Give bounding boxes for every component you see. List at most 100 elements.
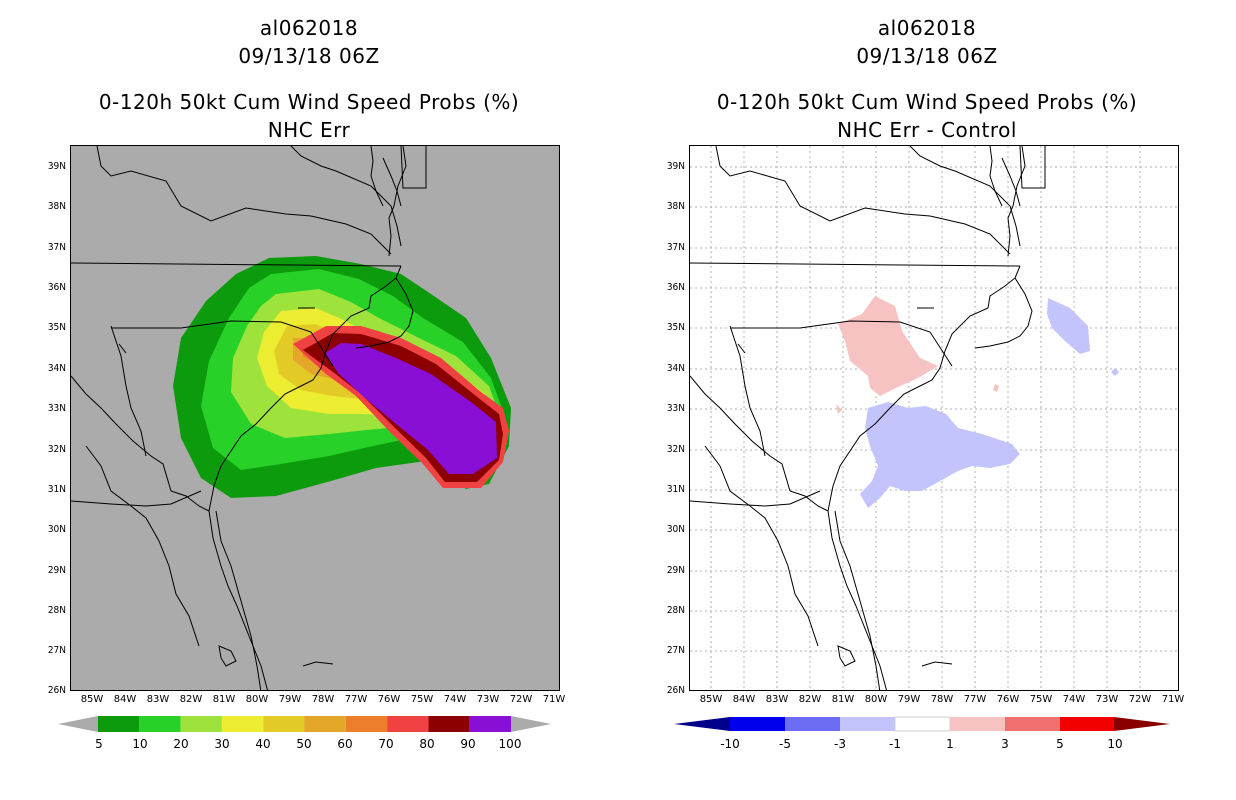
panel-subtitle: NHC Err - Control [837, 118, 1017, 142]
positive-region [836, 404, 842, 414]
lat-label: 28N [47, 605, 66, 616]
lat-label: 35N [47, 322, 66, 333]
lat-label: 39N [666, 161, 685, 172]
lon-label: 83W [765, 694, 789, 705]
lon-label: 81W [212, 694, 236, 705]
colorbar-label: 10 [132, 737, 148, 751]
colorbar-cell [428, 716, 470, 732]
lat-label: 38N [666, 201, 685, 212]
lat-label: 32N [666, 444, 685, 455]
colorbar-cell [263, 716, 305, 732]
colorbar-label: 100 [498, 737, 522, 751]
coastlines [71, 146, 427, 690]
lat-label: 33N [47, 403, 66, 414]
colorbar-label: 40 [255, 737, 271, 751]
colorbar-cell [1005, 717, 1060, 731]
colorbar-label: 3 [1001, 737, 1009, 751]
lat-label: 34N [47, 363, 66, 374]
lat-label: 28N [666, 605, 685, 616]
positive-region [838, 296, 938, 396]
colorbar-cell [345, 716, 388, 732]
lon-label: 77W [963, 694, 987, 705]
colorbar [674, 716, 1170, 732]
left-panel: al062018 09/13/18 06Z 0-120h 50kt Cum Wi… [47, 16, 566, 751]
lat-label: 27N [47, 645, 66, 656]
colorbar-cell [1060, 717, 1115, 731]
colorbar-label: 10 [1107, 737, 1123, 751]
lon-label: 85W [80, 694, 104, 705]
lon-label: 76W [377, 694, 401, 705]
lat-label: 37N [666, 242, 685, 253]
colorbar-cell [894, 716, 951, 732]
lat-label: 29N [666, 565, 685, 576]
lon-label: 81W [831, 694, 855, 705]
difference-contours [836, 296, 1119, 508]
lat-label: 39N [47, 161, 66, 172]
lat-lon-grid [690, 146, 1178, 690]
lon-label: 85W [699, 694, 723, 705]
lon-label: 84W [113, 694, 137, 705]
lat-label: 31N [47, 484, 66, 495]
negative-region [1111, 368, 1119, 376]
lat-label: 26N [47, 685, 66, 696]
colorbar-cell [98, 716, 140, 732]
lon-label: 71W [1161, 694, 1185, 705]
colorbar-label: 50 [296, 737, 312, 751]
lon-label: 75W [1029, 694, 1053, 705]
colorbar-label: 20 [173, 737, 189, 751]
lat-label: 37N [47, 242, 66, 253]
lon-label: 79W [897, 694, 921, 705]
lat-label: 30N [47, 524, 66, 535]
lat-label: 36N [666, 282, 685, 293]
colorbar-cell [221, 716, 264, 732]
negative-region [860, 402, 1020, 508]
lon-label: 71W [542, 694, 566, 705]
difference-map [689, 145, 1179, 691]
lat-label: 26N [666, 685, 685, 696]
colorbar-over [1114, 717, 1170, 731]
colorbar-label: 1 [946, 737, 954, 751]
lat-label: 38N [47, 201, 66, 212]
panel-subtitle: NHC Err [267, 118, 351, 142]
colorbar-label: -10 [720, 737, 740, 751]
storm-id: al062018 [877, 16, 977, 40]
colorbar-over [511, 716, 551, 732]
lon-label: 73W [476, 694, 500, 705]
product-title: 0-120h 50kt Cum Wind Speed Probs (%) [98, 90, 520, 114]
colorbar-cell [785, 717, 840, 731]
colorbar-cell [730, 717, 785, 731]
colorbar-label: -1 [889, 737, 901, 751]
colorbar-under [58, 716, 98, 732]
lon-label: 82W [798, 694, 822, 705]
lat-label: 29N [47, 565, 66, 576]
probability-map [70, 145, 560, 691]
lon-label: 79W [278, 694, 302, 705]
probability-contours [173, 256, 511, 498]
colorbar-label: -3 [834, 737, 846, 751]
lon-label: 76W [996, 694, 1020, 705]
lon-label: 80W [864, 694, 888, 705]
colorbar-cell [139, 716, 181, 732]
datetime: 09/13/18 06Z [856, 44, 998, 68]
lon-label: 78W [311, 694, 335, 705]
colorbar-label: 70 [378, 737, 394, 751]
lat-label: 36N [47, 282, 66, 293]
product-title: 0-120h 50kt Cum Wind Speed Probs (%) [716, 90, 1138, 114]
colorbar-label: 30 [214, 737, 230, 751]
storm-id: al062018 [259, 16, 359, 40]
lat-label: 35N [666, 322, 685, 333]
colorbar-label: 5 [95, 737, 103, 751]
colorbar-label: -5 [779, 737, 791, 751]
lat-label: 34N [666, 363, 685, 374]
colorbar-cell [950, 717, 1005, 731]
band-100 [325, 343, 497, 474]
lon-label: 72W [1128, 694, 1152, 705]
lat-label: 33N [666, 403, 685, 414]
datetime: 09/13/18 06Z [238, 44, 380, 68]
lon-label: 74W [443, 694, 467, 705]
colorbar-under [674, 717, 730, 731]
negative-region [1047, 298, 1090, 354]
lon-label: 73W [1095, 694, 1119, 705]
colorbar-cell [840, 717, 895, 731]
positive-region [993, 384, 999, 392]
